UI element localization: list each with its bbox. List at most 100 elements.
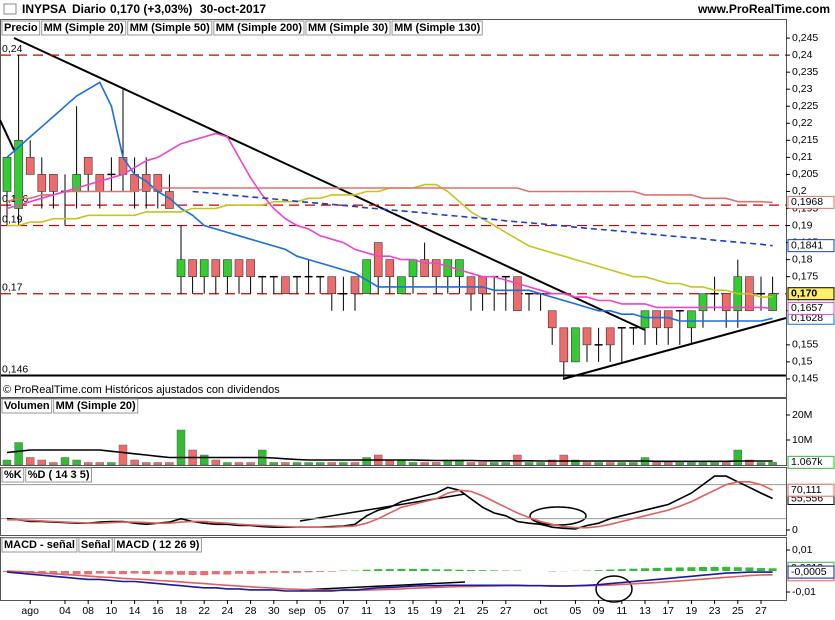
legend-box	[53, 398, 139, 414]
histogram-bar	[223, 571, 232, 575]
candle-body	[37, 174, 47, 192]
series-line	[6, 475, 773, 530]
series-line	[192, 190, 773, 247]
volume-bar	[675, 462, 684, 466]
x-tick-label: 16	[152, 605, 164, 617]
legend-box	[213, 20, 305, 36]
x-tick-label: 11	[616, 605, 627, 617]
last-value-box	[787, 483, 835, 497]
volume-bar	[420, 462, 429, 466]
candle-body	[373, 242, 383, 277]
volume-bar	[698, 462, 708, 466]
histogram-bar	[432, 569, 441, 572]
histogram-bar	[478, 570, 487, 572]
x-tick-label: oct	[534, 605, 548, 617]
histogram-bar	[107, 571, 116, 574]
volume-bar	[582, 462, 592, 466]
histogram-bar	[675, 567, 684, 572]
volume-bar	[664, 462, 673, 466]
candle-body	[431, 259, 441, 277]
x-tick-label: 05	[570, 605, 582, 617]
volume-bar	[722, 462, 731, 466]
trendline	[299, 581, 466, 591]
last-value-label: -0,0005	[791, 566, 827, 578]
histogram-bar	[722, 566, 731, 572]
legend-entry: MM (Simple 30)	[308, 22, 388, 34]
x-tick-label: 10	[106, 605, 118, 617]
candle-body	[420, 259, 429, 277]
volume-bar	[466, 462, 476, 466]
legend-box	[1, 398, 53, 414]
histogram-bar	[490, 570, 499, 572]
volume-bar	[524, 462, 534, 466]
histogram-bar	[606, 569, 615, 572]
volume-bar	[153, 462, 163, 466]
y-tick-label: 0,235	[792, 66, 818, 78]
histogram-bar	[409, 568, 417, 572]
candle-body	[640, 310, 650, 329]
y-tick-label: 0,155	[792, 339, 818, 351]
volume-bar	[130, 459, 139, 466]
histogram-bar	[768, 568, 777, 572]
volume-bar	[26, 457, 35, 466]
legend-box	[1, 537, 78, 553]
volume-bar	[350, 462, 360, 466]
histogram-bar	[269, 571, 278, 573]
histogram-bar	[165, 571, 174, 575]
candle-body	[466, 276, 476, 295]
candle-body	[605, 327, 615, 346]
volume-bar	[269, 462, 278, 466]
last-value-box	[787, 565, 835, 579]
series-line	[7, 481, 773, 529]
annotation-ellipse	[595, 575, 633, 603]
candle-body	[455, 259, 464, 277]
x-tick-label: 19	[686, 605, 698, 617]
candle-body	[25, 157, 35, 175]
candle-body	[385, 259, 395, 277]
x-tick-label: 11	[361, 605, 372, 617]
legend-box	[25, 467, 92, 483]
candle-body	[246, 259, 255, 277]
x-tick-label: sep	[289, 605, 306, 617]
x-tick-label: 07	[338, 605, 350, 617]
series-line	[6, 132, 773, 310]
volume-bar	[687, 462, 696, 466]
candle-body	[362, 259, 371, 295]
y-tick-label: 0,21	[792, 151, 813, 163]
histogram-bar	[258, 571, 267, 574]
trendline	[562, 317, 787, 380]
legend-entry: Volumen	[4, 400, 50, 412]
histogram-bar	[385, 569, 394, 572]
candle-body	[199, 259, 209, 277]
series-line	[6, 571, 773, 592]
histogram-bar	[130, 571, 139, 574]
x-tick-label: 21	[454, 605, 466, 617]
histogram-bar	[687, 567, 696, 572]
last-value-label: 0,1841	[791, 239, 823, 251]
legend-box	[391, 20, 483, 36]
volume-bar	[118, 444, 128, 466]
volume-bar	[211, 459, 221, 466]
candle-body	[698, 293, 708, 312]
volume-bar	[756, 462, 766, 466]
legend-box	[305, 20, 391, 36]
histogram-bar	[641, 568, 649, 572]
histogram-bar	[397, 568, 406, 572]
candle-body	[582, 327, 592, 346]
candle-body	[652, 310, 661, 329]
histogram-bar	[246, 571, 255, 575]
candle-body	[443, 259, 453, 277]
volume-bar	[571, 459, 580, 466]
x-tick-label: 13	[639, 605, 651, 617]
histogram-bar	[629, 568, 638, 572]
volume-bar	[72, 459, 81, 466]
volume-bar	[559, 454, 568, 466]
volume-bar	[292, 462, 302, 466]
candle-body	[234, 259, 244, 277]
histogram-bar	[49, 571, 58, 574]
candle-body	[478, 276, 487, 295]
histogram-bar	[188, 571, 197, 576]
volume-bar	[176, 429, 186, 466]
x-tick-label: 09	[593, 605, 605, 617]
